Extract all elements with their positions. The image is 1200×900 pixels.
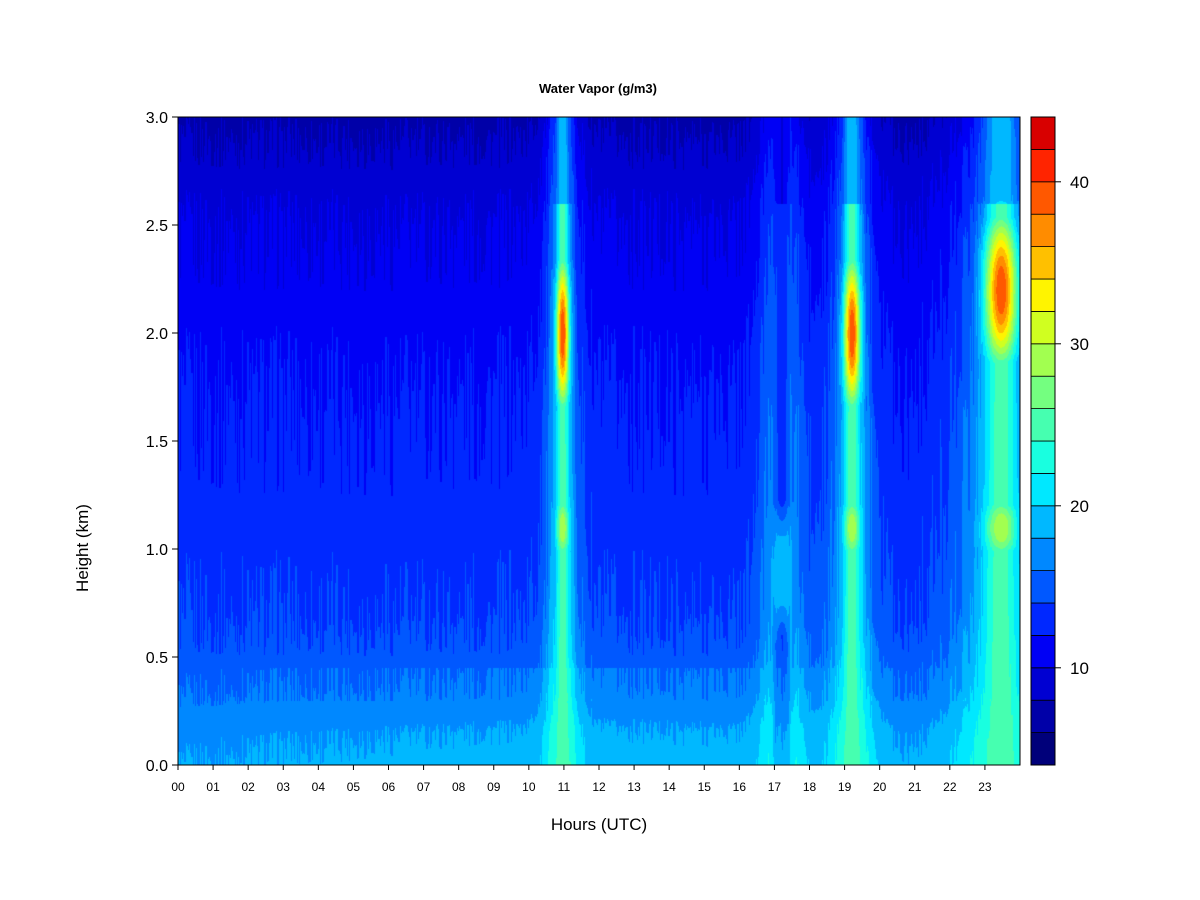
colorbar-tick-label: 30 [1070, 335, 1089, 354]
y-tick-label: 1.5 [146, 434, 168, 451]
x-axis: 00 01 02 03 04 05 06 07 08 09 10 11 12 13 14 15 16 17 18 19… [171, 765, 992, 794]
x-tick-label: 06 [382, 780, 396, 794]
colorbar-swatch [1030, 440, 1056, 474]
colorbar-swatch [1030, 635, 1056, 669]
x-tick-label: 07 [417, 780, 431, 794]
colorbar-swatch [1030, 213, 1056, 247]
x-tick-label: 00 [171, 780, 185, 794]
x-tick-label: 09 [487, 780, 501, 794]
colorbar-swatch [1030, 537, 1056, 572]
chart-title: Water Vapor (g/m3) [539, 81, 657, 96]
colorbar-swatch [1030, 667, 1056, 701]
colorbar-swatch [1030, 732, 1056, 766]
colorbar-swatch [1030, 472, 1056, 507]
colorbar-swatch [1030, 310, 1056, 345]
x-tick-label: 21 [908, 780, 922, 794]
x-tick-label: 18 [803, 780, 817, 794]
x-tick-label: 10 [522, 780, 536, 794]
colorbar-swatch [1030, 116, 1056, 150]
x-tick-label: 11 [558, 780, 571, 794]
heatmap-image [178, 117, 1020, 765]
x-tick-label: 23 [978, 780, 992, 794]
colorbar-swatch [1030, 408, 1056, 442]
y-tick-label: 2.0 [146, 326, 168, 343]
colorbar-tick-label: 20 [1070, 497, 1089, 516]
colorbar-swatch [1030, 181, 1056, 215]
colorbar-tick-label: 40 [1070, 173, 1089, 192]
x-tick-label: 20 [873, 780, 887, 794]
x-tick-label: 14 [662, 780, 676, 794]
colorbar-swatch [1030, 505, 1056, 539]
colorbar-swatch [1030, 246, 1056, 280]
y-tick-label: 0.5 [146, 650, 168, 667]
colorbar-swatch [1030, 375, 1056, 410]
x-tick-label: 22 [943, 780, 957, 794]
colorbar-swatch [1030, 278, 1056, 312]
colorbar-swatch [1030, 148, 1056, 183]
colorbar-swatch [1030, 699, 1056, 734]
x-axis-label: Hours (UTC) [551, 815, 647, 834]
colorbar-frame [1030, 116, 1056, 766]
x-tick-label: 19 [838, 780, 852, 794]
x-tick-label: 13 [627, 780, 641, 794]
y-tick-label: 3.0 [146, 110, 168, 127]
colorbar-swatch [1030, 602, 1056, 636]
y-tick-label: 0.0 [146, 758, 168, 775]
y-axis: 0.0 0.5 1.0 1.5 2.0 2.5 3.0 [146, 110, 178, 775]
colorbar-swatch [1030, 570, 1056, 604]
x-tick-label: 01 [206, 780, 220, 794]
colorbar-tick-label: 10 [1070, 659, 1089, 678]
x-tick-label: 17 [768, 780, 782, 794]
x-tick-label: 08 [452, 780, 466, 794]
y-axis-label: Height (km) [73, 504, 92, 592]
x-tick-label: 15 [698, 780, 712, 794]
y-tick-label: 1.0 [146, 542, 168, 559]
colorbar-swatch [1030, 343, 1056, 377]
colorbar: 10 20 30 40 [1030, 116, 1089, 766]
y-tick-label: 2.5 [146, 218, 168, 235]
x-tick-label: 05 [347, 780, 361, 794]
x-tick-label: 04 [312, 780, 326, 794]
x-tick-label: 12 [592, 780, 606, 794]
x-tick-label: 16 [733, 780, 747, 794]
x-tick-label: 02 [241, 780, 255, 794]
heatmap-plot-area [177, 116, 1021, 766]
x-tick-label: 03 [277, 780, 291, 794]
